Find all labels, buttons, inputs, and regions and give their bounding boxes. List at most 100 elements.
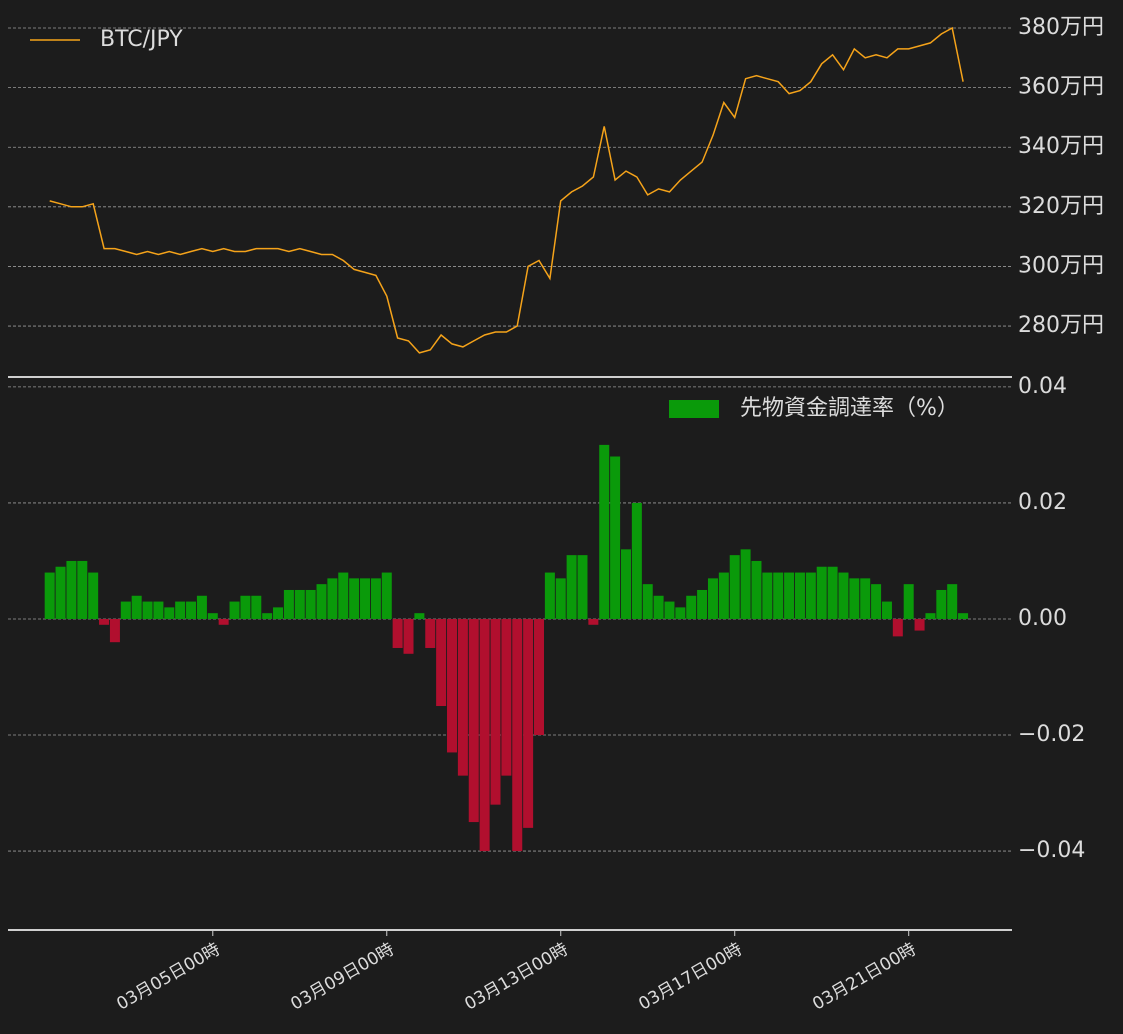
bar bbox=[305, 589, 316, 619]
bar bbox=[479, 618, 490, 852]
bar bbox=[142, 601, 153, 619]
bar bbox=[370, 578, 381, 619]
bar bbox=[273, 607, 284, 619]
bar bbox=[457, 618, 468, 776]
bar bbox=[218, 618, 229, 625]
bar bbox=[664, 601, 675, 619]
bar bbox=[925, 613, 936, 619]
bar bbox=[436, 618, 447, 707]
y-tick-label: 280万円 bbox=[1018, 313, 1104, 338]
bar bbox=[447, 618, 458, 753]
legend-label: 先物資金調達率（%） bbox=[740, 396, 959, 421]
bar bbox=[947, 584, 958, 619]
y-tick-label: 340万円 bbox=[1018, 134, 1104, 159]
legend-swatch bbox=[669, 400, 719, 418]
bar bbox=[490, 618, 501, 805]
bar bbox=[77, 560, 88, 619]
bar bbox=[697, 589, 708, 619]
bar bbox=[892, 618, 903, 637]
bar bbox=[55, 566, 66, 619]
bar bbox=[186, 601, 197, 619]
bar bbox=[316, 584, 327, 619]
bar bbox=[903, 584, 914, 619]
bar bbox=[120, 601, 131, 619]
bar bbox=[762, 572, 773, 619]
bar bbox=[381, 572, 392, 619]
bar bbox=[229, 601, 240, 619]
bar bbox=[577, 555, 588, 619]
bar bbox=[294, 589, 305, 619]
bar bbox=[653, 595, 664, 619]
y-tick-label: 380万円 bbox=[1018, 15, 1104, 40]
y-tick-label: 360万円 bbox=[1018, 75, 1104, 100]
legend-label: BTC/JPY bbox=[100, 27, 183, 52]
bar bbox=[707, 578, 718, 619]
y-tick-label: 300万円 bbox=[1018, 253, 1104, 278]
bar bbox=[131, 595, 142, 619]
bar bbox=[533, 618, 544, 736]
bar bbox=[175, 601, 186, 619]
bar bbox=[512, 618, 523, 852]
bar bbox=[871, 584, 882, 619]
bar bbox=[729, 555, 740, 619]
y-tick-label: −0.02 bbox=[1018, 722, 1085, 747]
bar bbox=[718, 572, 729, 619]
y-tick-label: 0.04 bbox=[1018, 374, 1067, 399]
bar bbox=[164, 607, 175, 619]
bar bbox=[349, 578, 360, 619]
bar bbox=[631, 502, 642, 619]
bar bbox=[784, 572, 795, 619]
bar bbox=[109, 618, 120, 643]
bar bbox=[403, 618, 414, 654]
bar bbox=[838, 572, 849, 619]
bar bbox=[327, 578, 338, 619]
bar bbox=[914, 618, 925, 631]
bar bbox=[773, 572, 784, 619]
bar bbox=[240, 595, 251, 619]
bar bbox=[675, 607, 686, 619]
bar bbox=[860, 578, 871, 619]
bar bbox=[262, 613, 273, 619]
y-tick-label: −0.04 bbox=[1018, 838, 1085, 863]
bar bbox=[849, 578, 860, 619]
bar bbox=[805, 572, 816, 619]
bar bbox=[816, 566, 827, 619]
bar bbox=[44, 572, 55, 619]
bar bbox=[686, 595, 697, 619]
y-tick-label: 0.00 bbox=[1018, 606, 1067, 631]
x-tick-label: 03月21日00時 bbox=[809, 939, 919, 1014]
bar bbox=[740, 549, 751, 619]
bar bbox=[827, 566, 838, 619]
bar bbox=[555, 578, 566, 619]
bar bbox=[392, 618, 403, 648]
x-tick-label: 03月09日00時 bbox=[287, 939, 397, 1014]
bar bbox=[414, 613, 425, 619]
bar bbox=[251, 595, 262, 619]
bar bbox=[99, 618, 110, 625]
bar bbox=[566, 555, 577, 619]
bar bbox=[196, 595, 207, 619]
x-tick-label: 03月17日00時 bbox=[635, 939, 745, 1014]
bar bbox=[360, 578, 371, 619]
bar bbox=[207, 613, 218, 619]
bar bbox=[544, 572, 555, 619]
bar bbox=[588, 618, 599, 625]
bar bbox=[599, 444, 610, 619]
y-tick-label: 320万円 bbox=[1018, 194, 1104, 219]
bar bbox=[642, 584, 653, 619]
price-line bbox=[49, 26, 964, 354]
x-tick-label: 03月05日00時 bbox=[113, 939, 223, 1014]
y-tick-label: 0.02 bbox=[1018, 490, 1067, 515]
bar bbox=[66, 560, 77, 619]
bar bbox=[751, 560, 762, 619]
bar bbox=[958, 613, 969, 619]
bar bbox=[338, 572, 349, 619]
bar bbox=[881, 601, 892, 619]
bar bbox=[620, 549, 631, 619]
bar bbox=[153, 601, 164, 619]
x-tick-label: 03月13日00時 bbox=[461, 939, 571, 1014]
bar bbox=[523, 618, 534, 828]
bar bbox=[468, 618, 479, 823]
bar bbox=[501, 618, 512, 776]
